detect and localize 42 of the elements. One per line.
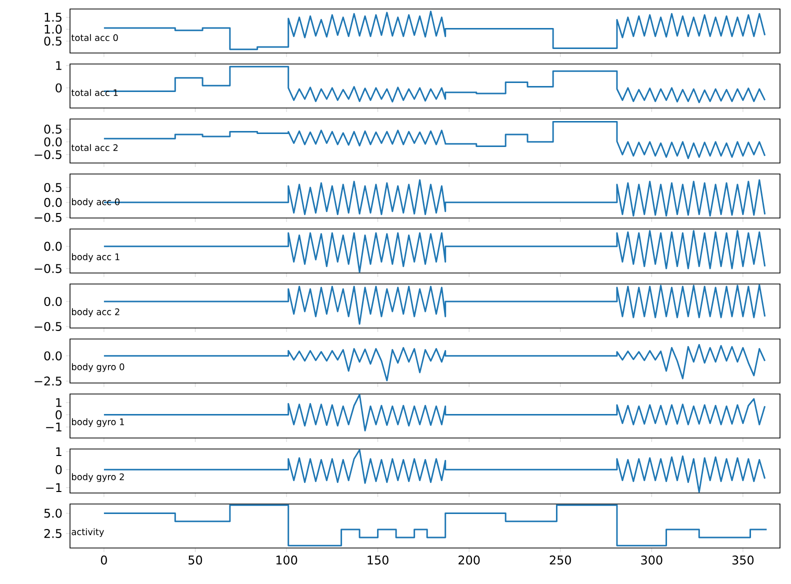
y-tick-label: 5.0 — [44, 508, 62, 518]
y-tick-label: −0.5 — [34, 150, 62, 160]
y-tick-label: 0 — [56, 465, 62, 474]
line-series — [103, 504, 768, 546]
y-tick-label: 0.0 — [44, 198, 62, 207]
x-tick-label: 350 — [732, 556, 754, 565]
annotation: total acc 0 — [71, 34, 118, 42]
annotation: body gyro 2 — [72, 473, 124, 482]
y-tick-label: 0.5 — [44, 182, 62, 192]
y-tick-label: −0.5 — [34, 212, 62, 222]
y-tick-label: 1.0 — [44, 24, 62, 34]
y-tick-label: −1 — [46, 422, 62, 432]
x-tick-label: 150 — [368, 556, 388, 565]
y-tick-label: −2.5 — [34, 376, 62, 386]
y-tick-label: 0.5 — [44, 124, 62, 134]
y-tick-label: 2.5 — [44, 528, 62, 538]
x-tick-label: 200 — [458, 556, 480, 565]
y-tick-label: 1 — [56, 398, 62, 407]
y-tick-label: 1 — [56, 447, 62, 456]
x-tick-label: 100 — [276, 556, 298, 565]
x-tick-label: 0 — [100, 556, 107, 565]
y-tick-label: −0.5 — [34, 322, 62, 332]
annotation: activity — [72, 528, 104, 537]
annotation: body gyro 0 — [72, 363, 124, 372]
y-tick-label: 0.0 — [44, 242, 62, 251]
y-tick-label: 1.5 — [44, 12, 62, 22]
annotation: total acc 2 — [71, 144, 118, 152]
annotation: body acc 1 — [72, 253, 120, 262]
y-tick-label: 0 — [56, 83, 62, 92]
y-tick-label: 0.0 — [44, 137, 62, 146]
x-tick-label: 250 — [550, 556, 571, 565]
y-tick-label: −1 — [46, 483, 62, 492]
y-tick-label: 0.0 — [44, 351, 62, 360]
annotation: body acc 2 — [72, 308, 120, 317]
y-tick-label: 1 — [56, 61, 62, 70]
annotation: body gyro 1 — [72, 418, 124, 427]
y-tick-label: −0.5 — [34, 264, 62, 274]
y-tick-label: 0.5 — [44, 36, 62, 46]
y-tick-label: 0 — [56, 410, 62, 420]
x-tick-label: 50 — [188, 556, 202, 565]
x-tick-label: 300 — [641, 556, 662, 565]
y-tick-label: 0.0 — [44, 296, 62, 306]
